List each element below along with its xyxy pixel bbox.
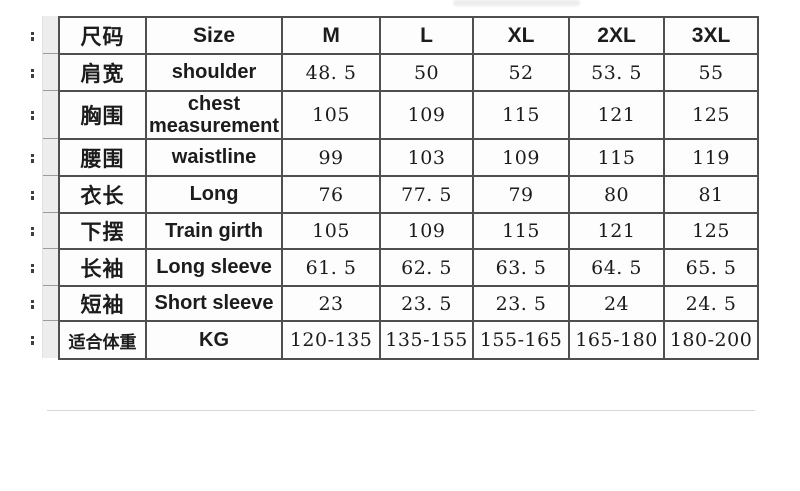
value-cell: 119 bbox=[663, 138, 760, 177]
value-cell: 80 bbox=[568, 175, 666, 214]
value-cell: 23 bbox=[281, 285, 382, 322]
value-cell: 23. 5 bbox=[379, 285, 475, 322]
row-label-en: shoulder bbox=[144, 53, 284, 92]
table-row: 下摆 Train girth 105 109 115 121 125 bbox=[58, 212, 760, 250]
table-row: 衣长 Long 76 77. 5 79 80 81 bbox=[58, 175, 760, 214]
value-cell: 24. 5 bbox=[663, 285, 760, 322]
value-cell: 115 bbox=[472, 212, 571, 250]
value-cell: 99 bbox=[281, 138, 382, 177]
cropped-text-fragment bbox=[31, 227, 34, 236]
value-cell: 121 bbox=[568, 212, 666, 250]
value-cell: 125 bbox=[663, 90, 760, 140]
table-row: 短袖 Short sleeve 23 23. 5 23. 5 24 24. 5 bbox=[58, 285, 760, 322]
value-cell: 121 bbox=[568, 90, 666, 140]
row-label-cn: 长袖 bbox=[58, 248, 147, 287]
row-label-en: Long sleeve bbox=[144, 248, 284, 287]
header-cell-cn: 尺码 bbox=[58, 16, 147, 55]
value-cell: 61. 5 bbox=[281, 248, 382, 287]
value-cell: 105 bbox=[281, 212, 382, 250]
row-label-en: Long bbox=[144, 175, 284, 214]
header-cell-size-label: Size bbox=[144, 16, 284, 55]
row-label-en: chest measurement bbox=[144, 90, 284, 140]
value-cell: 109 bbox=[379, 90, 475, 140]
size-table: 尺码 Size M L XL 2XL 3XL 肩宽 shoulder 48. 5 50 52 53. 5… bbox=[58, 16, 760, 360]
header-cell-l: L bbox=[379, 16, 475, 55]
row-label-cn: 胸围 bbox=[58, 90, 147, 140]
cropped-text-fragment bbox=[31, 190, 34, 200]
row-label-cn: 下摆 bbox=[58, 212, 147, 250]
row-label-cn: 腰围 bbox=[58, 138, 147, 177]
row-label-cn: 适合体重 bbox=[58, 320, 147, 360]
header-cell-xl: XL bbox=[472, 16, 571, 55]
size-table-body: 尺码 Size M L XL 2XL 3XL 肩宽 shoulder 48. 5 50 52 53. 5… bbox=[58, 16, 760, 360]
header-cell-2xl: 2XL bbox=[568, 16, 666, 55]
header-cell-m: M bbox=[281, 16, 382, 55]
cropped-text-fragment bbox=[31, 299, 34, 309]
value-cell: 50 bbox=[379, 53, 475, 92]
row-label-en: Short sleeve bbox=[144, 285, 284, 322]
value-cell: 63. 5 bbox=[472, 248, 571, 287]
value-cell: 55 bbox=[663, 53, 760, 92]
value-cell: 109 bbox=[379, 212, 475, 250]
cropped-text-fragment bbox=[31, 31, 34, 41]
value-cell: 64. 5 bbox=[568, 248, 666, 287]
value-cell: 52 bbox=[472, 53, 571, 92]
value-cell: 135-155 bbox=[379, 320, 475, 360]
value-cell: 115 bbox=[568, 138, 666, 177]
header-cell-3xl: 3XL bbox=[663, 16, 760, 55]
table-row: 适合体重 KG 120-135 135-155 155-165 165-180 180-20… bbox=[58, 320, 760, 360]
value-cell: 24 bbox=[568, 285, 666, 322]
value-cell: 23. 5 bbox=[472, 285, 571, 322]
value-cell: 180-200 bbox=[663, 320, 760, 360]
row-label-cn: 肩宽 bbox=[58, 53, 147, 92]
strip-row-line bbox=[43, 320, 59, 321]
table-row: 肩宽 shoulder 48. 5 50 52 53. 5 55 bbox=[58, 53, 760, 92]
cropped-text-fragment bbox=[31, 153, 34, 163]
row-label-en: Train girth bbox=[144, 212, 284, 250]
value-cell: 65. 5 bbox=[663, 248, 760, 287]
cropped-text-fragment bbox=[31, 68, 34, 78]
value-cell: 103 bbox=[379, 138, 475, 177]
value-cell: 115 bbox=[472, 90, 571, 140]
cropped-text-fragment bbox=[31, 336, 34, 345]
top-edge-artifact bbox=[453, 0, 580, 6]
strip-row-line bbox=[43, 138, 59, 139]
value-cell: 125 bbox=[663, 212, 760, 250]
table-row: 腰围 waistline 99 103 109 115 119 bbox=[58, 138, 760, 177]
value-cell: 77. 5 bbox=[379, 175, 475, 214]
value-cell: 165-180 bbox=[568, 320, 666, 360]
row-label-cn: 衣长 bbox=[58, 175, 147, 214]
value-cell: 62. 5 bbox=[379, 248, 475, 287]
strip-row-line bbox=[43, 285, 59, 286]
value-cell: 155-165 bbox=[472, 320, 571, 360]
value-cell: 105 bbox=[281, 90, 382, 140]
strip-row-line bbox=[43, 248, 59, 249]
cropped-text-fragment bbox=[31, 263, 34, 273]
value-cell: 48. 5 bbox=[281, 53, 382, 92]
strip-row-line bbox=[43, 175, 59, 176]
table-row: 胸围 chest measurement 105 109 115 121 125 bbox=[58, 90, 760, 140]
strip-row-line bbox=[43, 90, 59, 91]
bottom-divider-line bbox=[47, 410, 755, 411]
value-cell: 53. 5 bbox=[568, 53, 666, 92]
row-label-en: KG bbox=[144, 320, 284, 360]
strip-row-line bbox=[43, 212, 59, 213]
table-row: 长袖 Long sleeve 61. 5 62. 5 63. 5 64. 5 65. 5 bbox=[58, 248, 760, 287]
left-cropped-column-strip bbox=[42, 16, 59, 358]
strip-row-line bbox=[43, 53, 59, 54]
value-cell: 120-135 bbox=[281, 320, 382, 360]
row-label-en: waistline bbox=[144, 138, 284, 177]
value-cell: 79 bbox=[472, 175, 571, 214]
cropped-text-fragment bbox=[31, 111, 34, 120]
value-cell: 76 bbox=[281, 175, 382, 214]
header-row: 尺码 Size M L XL 2XL 3XL bbox=[58, 16, 760, 55]
row-label-cn: 短袖 bbox=[58, 285, 147, 322]
value-cell: 109 bbox=[472, 138, 571, 177]
value-cell: 81 bbox=[663, 175, 760, 214]
